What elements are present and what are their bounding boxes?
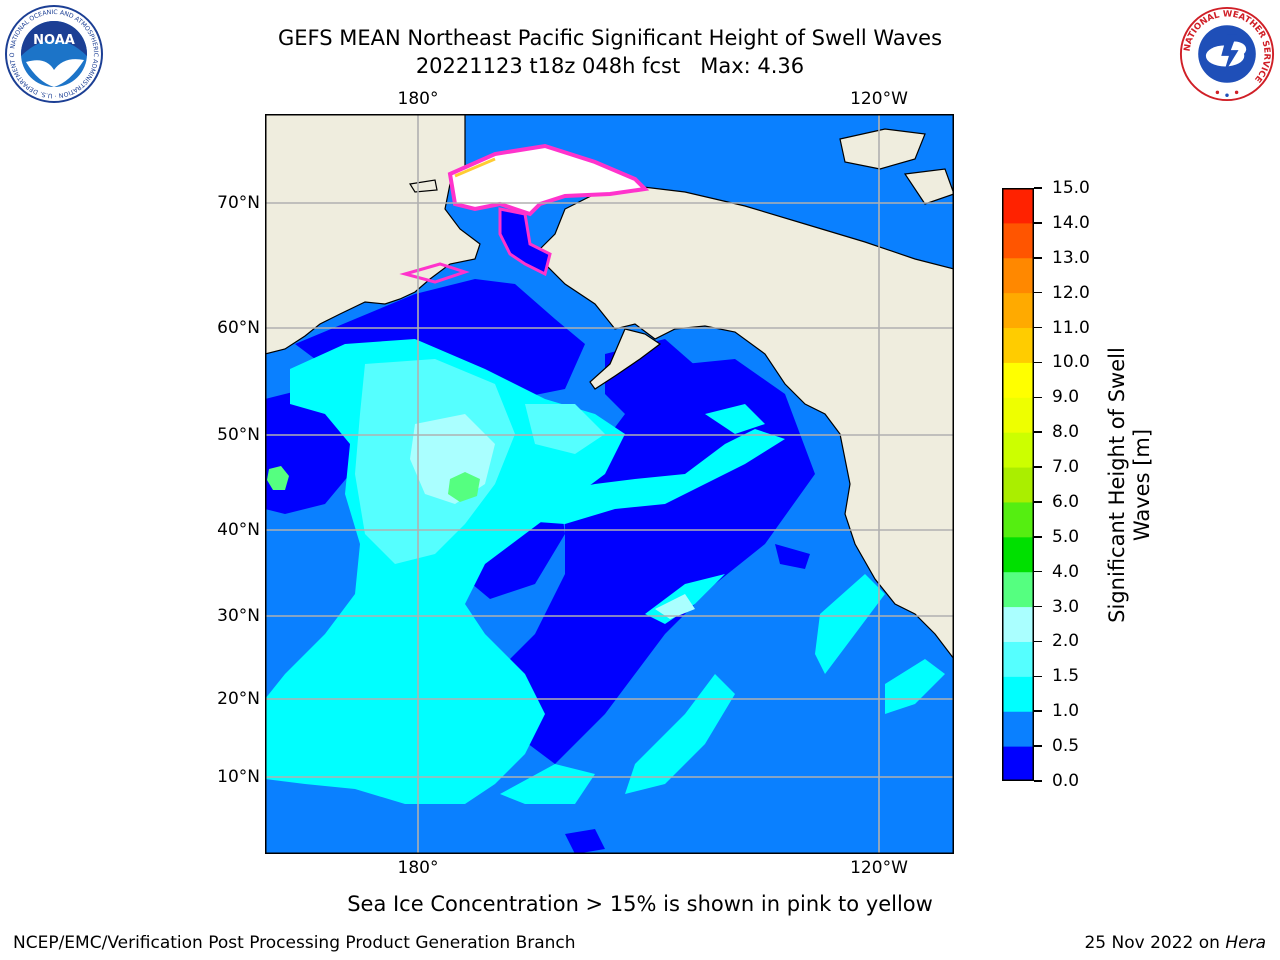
colorbar-title-line2: Waves [m] (1130, 428, 1154, 542)
colorbar-label: 9.0 (1052, 387, 1080, 408)
colorbar-label: 14.0 (1052, 212, 1090, 233)
swell-3-4m-spots (267, 466, 480, 502)
colorbar-tick (1034, 501, 1042, 503)
lat-label-20n: 20°N (217, 689, 260, 709)
footer-credit: NCEP/EMC/Verification Post Processing Pr… (13, 933, 576, 953)
colorbar-label: 3.0 (1052, 596, 1080, 617)
lon-label-top-120w: 120°W (850, 89, 908, 109)
colorbar-label: 0.5 (1052, 736, 1080, 757)
nws-logo: NATIONAL WEATHER SERVICE (1179, 6, 1275, 102)
sea-ice (399, 143, 650, 284)
lat-label-40n: 40°N (217, 520, 260, 540)
colorbar-label: 12.0 (1052, 282, 1090, 303)
colorbar-tick (1034, 605, 1042, 608)
footer-date: 25 Nov 2022 on Hera (1084, 933, 1266, 953)
lon-label-bottom-180: 180° (397, 858, 439, 878)
land-masses (265, 114, 954, 854)
footer-date-text: 25 Nov 2022 on (1084, 933, 1226, 953)
colorbar-bin-3 (1002, 641, 1034, 677)
footer-machine-name: Hera (1225, 933, 1266, 953)
colorbar-tick (1034, 710, 1042, 712)
colorbar-tick (1034, 745, 1042, 747)
colorbar-label: 1.5 (1052, 666, 1080, 687)
colorbar-bin-16 (1002, 188, 1034, 224)
colorbar-label: 5.0 (1052, 526, 1080, 547)
colorbar-bin-8 (1002, 467, 1034, 503)
colorbar-tick (1034, 326, 1042, 329)
swell-1-1.5m-regions (265, 339, 945, 804)
lat-label-30n: 30°N (217, 606, 260, 626)
colorbar-label: 7.0 (1052, 457, 1080, 478)
graticule (265, 114, 954, 854)
colorbar-tick (1034, 640, 1042, 643)
colorbar-tick (1034, 780, 1042, 782)
colorbar-label: 0.0 (1052, 771, 1080, 791)
colorbar-bin-14 (1002, 257, 1034, 294)
lat-label-50n: 50°N (217, 425, 260, 445)
colorbar-label: 6.0 (1052, 491, 1080, 512)
colorbar-label: 10.0 (1052, 352, 1090, 373)
colorbar-tick (1034, 431, 1042, 433)
colorbar-bin-7 (1002, 501, 1034, 538)
colorbar-label: 1.0 (1052, 701, 1080, 722)
colorbar-label: 2.0 (1052, 631, 1080, 652)
colorbar-tick (1034, 675, 1042, 678)
swell-height-map (265, 114, 954, 854)
colorbar-bin-6 (1002, 536, 1034, 573)
sea-ice-note: Sea Ice Concentration > 15% is shown in … (347, 892, 933, 916)
colorbar (1002, 188, 1034, 781)
colorbar-label: 13.0 (1052, 247, 1090, 268)
colorbar-title: Significant Height of Swell Waves [m] (1105, 285, 1155, 685)
colorbar-bin-13 (1002, 292, 1034, 329)
svg-text:NOAA: NOAA (33, 33, 75, 48)
colorbar-bin-9 (1002, 432, 1034, 468)
colorbar-title-line1: Significant Height of Swell (1105, 347, 1129, 623)
colorbar-tick (1034, 257, 1042, 259)
lat-label-70n: 70°N (217, 193, 260, 213)
colorbar-tick (1034, 361, 1042, 364)
lat-label-10n: 10°N (217, 767, 260, 787)
colorbar-label: 11.0 (1052, 317, 1090, 338)
colorbar-label: 4.0 (1052, 561, 1080, 582)
colorbar-tick (1034, 466, 1042, 468)
colorbar-label: 15.0 (1052, 178, 1090, 198)
colorbar-tick (1034, 396, 1042, 399)
lat-label-60n: 60°N (217, 318, 260, 338)
chart-title: GEFS MEAN Northeast Pacific Significant … (277, 26, 943, 50)
colorbar-bin-15 (1002, 222, 1034, 259)
colorbar-tick (1034, 222, 1042, 224)
colorbar-tick (1034, 291, 1042, 294)
colorbar-bin-4 (1002, 606, 1034, 642)
colorbar-bin-5 (1002, 571, 1034, 608)
colorbar-bin-12 (1002, 327, 1034, 363)
lon-label-bottom-120w: 120°W (850, 858, 908, 878)
colorbar-tick (1034, 187, 1042, 189)
colorbar-bin-11 (1002, 362, 1034, 398)
lon-label-top-180: 180° (397, 89, 439, 109)
colorbar-bin-1 (1002, 711, 1034, 747)
colorbar-label: 8.0 (1052, 422, 1080, 443)
colorbar-tick (1034, 570, 1042, 573)
colorbar-bin-2 (1002, 676, 1034, 712)
noaa-logo: NATIONAL OCEANIC AND ATMOSPHERIC ADMINIS… (4, 4, 103, 103)
colorbar-bin-0 (1002, 746, 1034, 781)
chart-subtitle: 20221123 t18z 048h fcst Max: 4.36 (415, 54, 805, 78)
colorbar-tick (1034, 536, 1042, 538)
colorbar-bin-10 (1002, 397, 1034, 433)
